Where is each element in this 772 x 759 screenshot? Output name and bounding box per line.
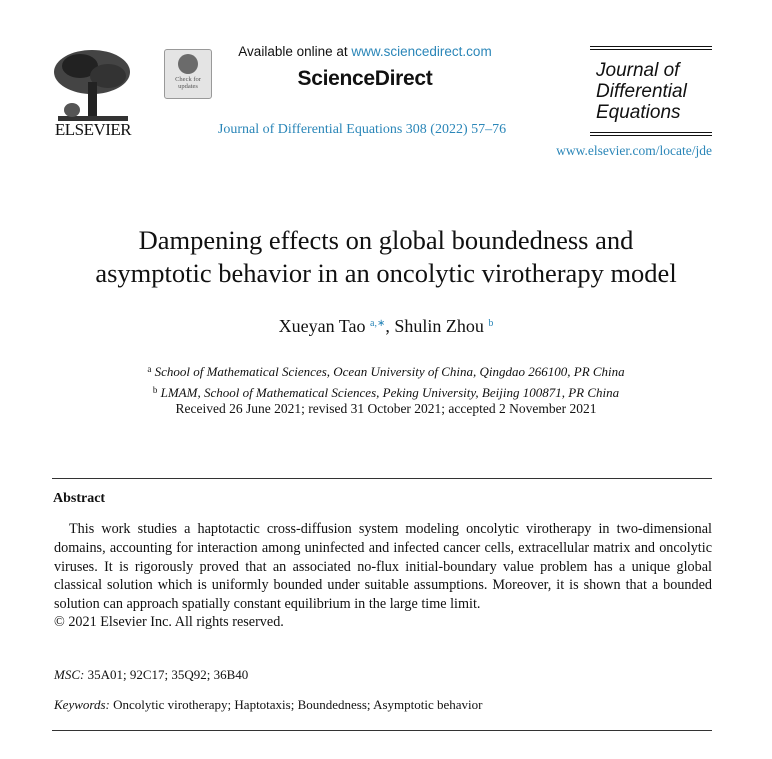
bookmark-icon — [178, 54, 198, 74]
abstract-heading: Abstract — [53, 491, 106, 506]
sciencedirect-logo: ScienceDirect — [297, 67, 433, 90]
affiliation-b: b LMAM, School of Mathematical Sciences,… — [152, 385, 620, 400]
journal-reference[interactable]: Journal of Differential Equations 308 (2… — [217, 122, 507, 137]
affiliation-a: a School of Mathematical Sciences, Ocean… — [147, 364, 625, 379]
badge-line-2: updates — [178, 83, 198, 90]
journal-url-link[interactable]: www.elsevier.com/locate/jde — [556, 143, 712, 158]
elsevier-wordmark: ELSEVIER — [54, 120, 132, 139]
divider — [52, 478, 712, 479]
author-marks[interactable]: a,∗ — [370, 318, 386, 329]
abstract-text: This work studies a haptotactic cross-di… — [54, 521, 712, 613]
authors: Xueyan Tao a,∗, Shulin Zhou b — [278, 316, 494, 336]
keywords: Keywords: Oncolytic virotherapy; Haptota… — [54, 697, 483, 712]
available-online: Available online at www.sciencedirect.co… — [200, 44, 530, 59]
journal-name: Journal of Differential Equations — [596, 60, 687, 123]
available-prefix: Available online at — [238, 44, 352, 59]
author-marks[interactable]: b — [488, 318, 494, 329]
affiliations: a School of Mathematical Sciences, Ocean… — [80, 360, 692, 402]
divider — [52, 730, 712, 731]
msc-codes: MSC: 35A01; 92C17; 35Q92; 36B40 — [54, 667, 249, 682]
copyright: © 2021 Elsevier Inc. All rights reserved… — [54, 614, 284, 630]
author-name: Xueyan Tao — [278, 316, 366, 336]
sciencedirect-link[interactable]: www.sciencedirect.com — [351, 44, 492, 59]
check-for-updates-badge[interactable]: Check for updates — [164, 49, 212, 99]
journal-name-box: Journal of Differential Equations — [590, 46, 712, 136]
article-title: Dampening effects on global boundedness … — [95, 225, 677, 288]
elsevier-tree-logo — [54, 50, 130, 121]
author-name: Shulin Zhou — [394, 316, 484, 336]
badge-line-1: Check for — [175, 76, 201, 83]
article-dates: Received 26 June 2021; revised 31 Octobe… — [175, 401, 597, 416]
